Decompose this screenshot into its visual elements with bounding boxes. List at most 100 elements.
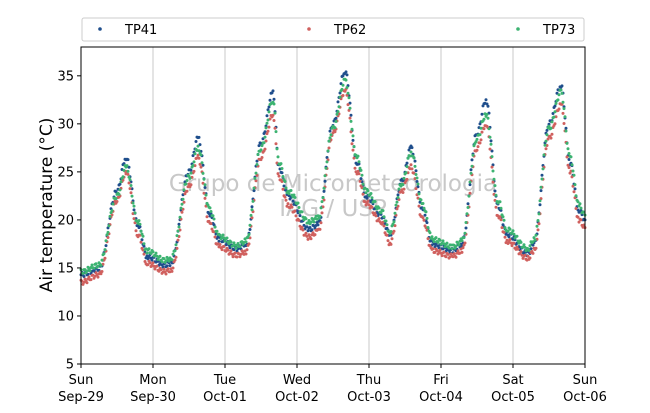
data-point — [264, 139, 268, 143]
data-point — [346, 91, 350, 95]
data-point — [157, 269, 161, 273]
data-point — [170, 269, 174, 273]
data-point — [218, 233, 222, 237]
data-point — [444, 255, 448, 259]
data-point — [89, 278, 93, 282]
data-point — [573, 183, 577, 187]
data-point — [252, 186, 256, 190]
data-point — [567, 158, 571, 161]
data-point — [339, 82, 343, 86]
data-point — [118, 188, 122, 192]
data-point — [155, 264, 159, 268]
data-point — [471, 153, 475, 157]
data-point — [265, 121, 269, 125]
data-point — [523, 253, 527, 257]
data-point — [426, 226, 430, 229]
x-tick-label-date: Oct-01 — [203, 390, 247, 405]
data-point — [211, 214, 215, 218]
data-point — [532, 236, 536, 240]
data-point — [263, 130, 267, 134]
data-point — [392, 220, 396, 224]
data-point — [541, 167, 545, 171]
data-point — [273, 126, 277, 130]
data-point — [460, 239, 464, 243]
data-point — [472, 144, 476, 148]
x-tick-label-day: Sun — [573, 373, 598, 388]
data-point — [443, 245, 447, 249]
data-point — [351, 138, 355, 142]
data-point — [81, 271, 85, 275]
data-point — [300, 210, 304, 214]
data-point — [506, 229, 510, 233]
data-point — [103, 248, 107, 252]
data-point — [340, 87, 344, 91]
data-point — [341, 94, 345, 97]
data-point — [542, 153, 546, 157]
data-point — [110, 209, 114, 213]
data-point — [119, 180, 123, 184]
x-tick-label-day: Sun — [69, 373, 94, 388]
data-point — [251, 199, 255, 203]
data-point — [271, 113, 275, 117]
data-point — [99, 272, 103, 276]
data-point — [441, 239, 445, 243]
data-point — [395, 200, 399, 204]
data-point — [377, 206, 381, 210]
data-point — [426, 237, 430, 241]
data-point — [522, 243, 526, 247]
data-point — [129, 184, 133, 187]
data-point — [118, 182, 122, 186]
data-point — [370, 196, 374, 200]
data-point — [574, 207, 578, 210]
data-point — [373, 200, 377, 203]
data-point — [369, 192, 373, 195]
series-TP73 — [79, 77, 587, 275]
data-point — [138, 225, 142, 229]
data-point — [100, 258, 104, 262]
data-point — [389, 230, 393, 233]
data-point — [196, 153, 200, 157]
data-point — [391, 222, 395, 226]
data-point — [557, 107, 561, 111]
data-point — [262, 141, 266, 145]
watermark-line-1: Grupo de Micrometeorologia — [169, 171, 497, 197]
data-point — [491, 180, 495, 184]
data-point — [238, 255, 242, 259]
data-point — [197, 149, 201, 153]
data-point — [353, 166, 357, 170]
data-point — [189, 171, 193, 175]
data-point — [396, 193, 400, 197]
data-point — [176, 238, 180, 242]
data-point — [248, 223, 252, 227]
data-point — [217, 239, 221, 243]
data-point — [414, 169, 418, 173]
data-point — [225, 236, 229, 240]
data-point — [550, 132, 554, 136]
data-point — [553, 104, 557, 108]
data-point — [202, 177, 206, 181]
data-point — [121, 175, 125, 179]
x-tick-label-date: Sep-30 — [130, 390, 176, 405]
data-point — [502, 218, 506, 222]
data-point — [252, 189, 256, 193]
data-point — [275, 147, 279, 151]
data-point — [287, 192, 291, 196]
data-point — [244, 252, 248, 256]
data-point — [201, 181, 205, 185]
data-point — [267, 125, 271, 129]
data-point — [389, 242, 393, 246]
data-point — [192, 169, 196, 173]
y-axis: 5 10 15 20 25 30 35 — [57, 69, 81, 373]
data-point — [482, 127, 486, 131]
x-tick-label-date: Oct-05 — [491, 390, 535, 405]
data-points — [79, 70, 587, 286]
data-point — [117, 192, 121, 196]
data-point — [305, 234, 309, 238]
data-point — [191, 154, 195, 158]
data-point — [293, 196, 297, 199]
data-point — [561, 100, 565, 104]
data-point — [255, 163, 259, 166]
data-point — [382, 224, 386, 228]
data-point — [531, 240, 535, 244]
data-point — [536, 228, 540, 232]
